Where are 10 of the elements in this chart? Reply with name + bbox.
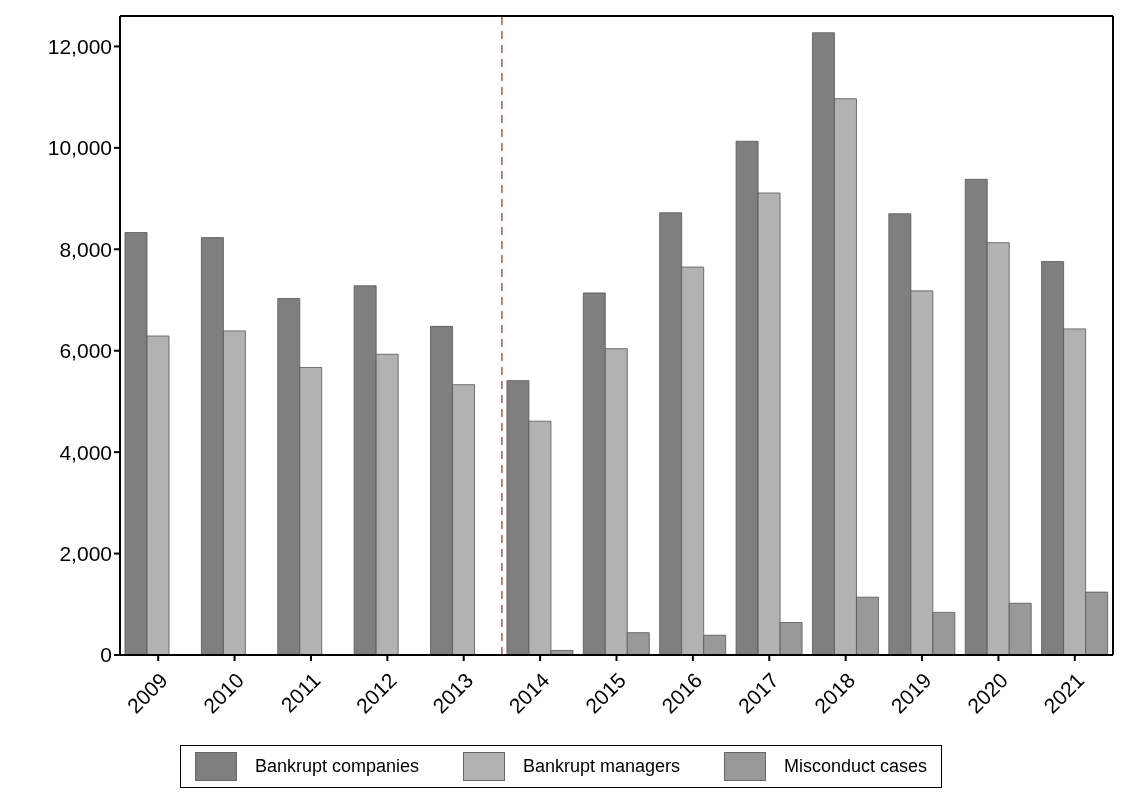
y-tick-label: 0 xyxy=(100,643,112,667)
legend-label: Misconduct cases xyxy=(784,756,928,777)
legend-label: Bankrupt companies xyxy=(254,756,419,777)
y-tick-label: 10,000 xyxy=(47,136,112,160)
y-tick-label: 8,000 xyxy=(59,237,112,261)
y-tick-label: 2,000 xyxy=(59,542,112,566)
y-tick-label: 4,000 xyxy=(59,440,112,464)
legend-label: Bankrupt managers xyxy=(522,756,681,777)
y-tick-label: 6,000 xyxy=(59,339,112,363)
y-tick-label: 12,000 xyxy=(47,34,112,58)
